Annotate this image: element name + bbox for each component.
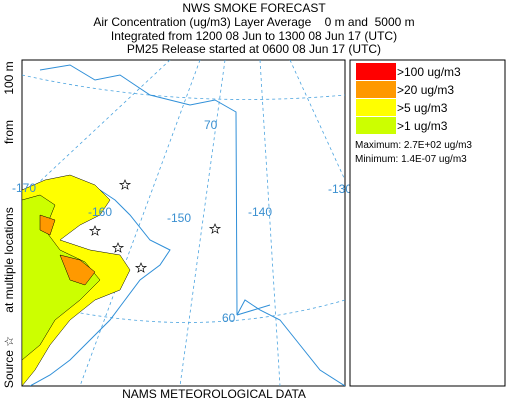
grid-label: -130 (328, 182, 352, 196)
subtitle: Air Concentration (ug/m3) Layer Average … (93, 15, 414, 29)
legend: Maximum: 2.7E+02 ug/m3 Minimum: 1.4E-07 … (349, 59, 506, 387)
meridian (289, 60, 345, 181)
legend-label: >100 ug/m3 (397, 65, 461, 79)
subtitle: PM25 Release started at 0600 08 Jun 17 (… (127, 42, 381, 56)
legend-swatch (356, 117, 396, 134)
smoke-area (39, 214, 96, 286)
legend-label: >20 ug/m3 (397, 83, 454, 97)
footer: NAMS METEOROLOGICAL DATA (122, 387, 306, 401)
minimum: Minimum: 1.4E-07 ug/m3 (355, 154, 467, 165)
maximum: Maximum: 2.7E+02 ug/m3 (355, 140, 472, 151)
border (236, 304, 271, 316)
legend-label: >5 ug/m3 (397, 101, 448, 115)
grid-label: 70 (204, 118, 218, 132)
meridian (79, 60, 201, 386)
grid-label: -150 (167, 211, 191, 225)
side-text: Source ☆ (2, 336, 16, 388)
legend-label: >1 ug/m3 (397, 119, 448, 133)
side-label: Source ☆ at multiple locations from 100 … (2, 61, 16, 388)
side-text: at multiple locations (2, 207, 16, 312)
grid-label: -170 (12, 181, 36, 195)
side-text: from (2, 120, 16, 144)
map: 70 -170 -160 -150 -140 -130 60 (12, 59, 352, 387)
grid-label: -160 (88, 205, 112, 219)
side-text: 100 m (2, 61, 16, 94)
legend-swatch (356, 99, 396, 116)
legend-swatch (356, 81, 396, 98)
parallel (22, 299, 345, 323)
parallel (22, 74, 345, 100)
title: NWS SMOKE FORECAST (182, 1, 326, 15)
subtitle: Integrated from 1200 08 Jun to 1300 08 J… (111, 29, 397, 43)
grid-label: -140 (248, 205, 272, 219)
meridian (22, 60, 171, 199)
meridian (179, 60, 226, 386)
source-stars (88, 179, 222, 273)
legend-swatch (356, 63, 396, 80)
grid-label: 60 (222, 311, 236, 325)
meridian (259, 60, 281, 386)
